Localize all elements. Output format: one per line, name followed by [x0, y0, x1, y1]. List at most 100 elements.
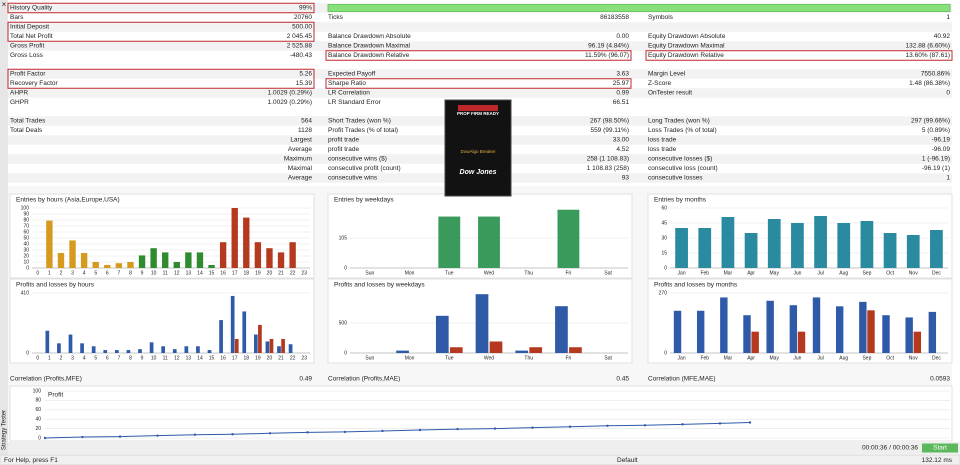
x-tick-label: 3 — [71, 355, 74, 361]
x-tick-label: 13 — [186, 270, 192, 276]
product-market: Dow Jones — [460, 169, 497, 176]
stat-value: 40.92 — [934, 33, 951, 40]
bar — [253, 334, 258, 353]
x-tick-label: 2 — [60, 355, 63, 361]
stat-label: LR Standard Error — [328, 99, 382, 106]
bar — [696, 310, 705, 353]
x-tick-label: Mon — [405, 270, 415, 276]
x-tick-label: Apr — [747, 355, 755, 361]
stat-label: consecutive wins — [328, 175, 378, 182]
profit-point — [748, 421, 752, 424]
stat-value: 93 — [622, 175, 630, 182]
x-tick-label: 9 — [141, 270, 144, 276]
x-tick-label: Sep — [862, 270, 871, 276]
bar — [489, 341, 503, 353]
row-bg — [8, 69, 952, 79]
x-tick-label: 23 — [301, 355, 307, 361]
x-tick-label: 15 — [209, 355, 215, 361]
bar — [289, 242, 296, 268]
profit-point — [381, 429, 384, 433]
stat-value: 2 045.45 — [287, 33, 313, 40]
bar — [930, 230, 943, 268]
bar — [288, 344, 293, 353]
x-tick-label: 15 — [209, 270, 215, 276]
bar — [557, 209, 580, 268]
bar — [281, 338, 285, 353]
profit-point — [156, 434, 159, 437]
x-tick-label: 9 — [141, 355, 144, 361]
x-tick-label: 2 — [60, 270, 63, 276]
bar — [675, 228, 688, 268]
profit-point — [418, 428, 422, 432]
y-tick-label: 30 — [661, 235, 667, 241]
stat-value: 1128 — [298, 127, 312, 134]
bar — [231, 208, 238, 268]
bar — [569, 347, 582, 353]
x-tick-label: 18 — [244, 355, 250, 361]
profit-point — [456, 427, 459, 431]
start-button[interactable] — [922, 443, 958, 453]
stat-value: 258 (1 108.83) — [587, 156, 629, 163]
bar — [867, 310, 875, 353]
stat-label: Equity Drawdown Maximal — [648, 43, 725, 50]
stat-label: LR Correlation — [328, 90, 370, 97]
x-tick-label: 18 — [244, 270, 250, 276]
x-tick-label: 20 — [267, 355, 273, 361]
bar — [812, 297, 821, 353]
bar — [184, 346, 189, 353]
stat-value: 20760 — [294, 14, 312, 21]
y-tick-label: 100 — [21, 205, 30, 211]
x-tick-label: 22 — [290, 270, 296, 276]
bar — [743, 315, 751, 353]
status-bar — [0, 454, 960, 465]
start-label[interactable]: Start — [933, 445, 947, 452]
stat-value: -480.43 — [290, 52, 312, 59]
x-tick-label: 21 — [278, 355, 284, 361]
status-ping: 132.12 ms — [922, 457, 953, 464]
product-badge-bg — [458, 105, 498, 111]
x-tick-label: 0 — [36, 270, 39, 276]
bar — [162, 252, 169, 268]
stat-label: Short Trades (won %) — [328, 118, 391, 125]
side-strip — [0, 0, 8, 465]
stat-label: Total Deals — [10, 127, 43, 134]
side-title: Strategy Tester — [2, 410, 8, 450]
bar — [555, 306, 568, 353]
stat-label: Equity Drawdown Absolute — [648, 33, 726, 40]
profit-point — [531, 426, 534, 429]
stat-value: 0.99 — [616, 90, 629, 97]
x-tick-label: Tue — [445, 270, 454, 276]
stat-label: Maximum — [284, 156, 312, 163]
y-tick-label: 80 — [23, 217, 29, 223]
chart-title: Profit — [48, 392, 63, 399]
close-button[interactable]: × — [2, 0, 7, 9]
stat-label: Correlation (Profits,MAE) — [328, 376, 400, 383]
x-tick-label: Oct — [886, 270, 894, 276]
stat-value: 1 — [946, 14, 950, 21]
x-tick-label: 20 — [267, 270, 273, 276]
stat-value: 5.26 — [299, 71, 312, 78]
x-tick-label: 11 — [163, 355, 168, 361]
bar — [127, 262, 134, 268]
y-tick-label: 0 — [664, 265, 667, 271]
bar — [269, 338, 274, 353]
stat-label: OnTester result — [648, 90, 692, 97]
profit-point — [268, 432, 272, 435]
stat-label: profit trade — [328, 137, 359, 144]
stat-value: 25.97 — [613, 80, 630, 87]
stat-label: Average — [288, 175, 312, 182]
x-tick-label: Sat — [604, 355, 612, 361]
bar — [57, 343, 61, 353]
chart-panel — [9, 385, 953, 442]
bar — [57, 253, 65, 268]
x-tick-label: Mar — [724, 355, 733, 361]
stat-value: 559 (99.11%) — [590, 127, 629, 134]
bar — [265, 341, 270, 353]
x-tick-label: Nov — [909, 270, 918, 276]
x-tick-label: 4 — [83, 270, 86, 276]
bar — [814, 216, 827, 268]
bar — [744, 233, 758, 268]
bar — [68, 334, 73, 353]
stat-value: -96.19 (1) — [922, 165, 950, 172]
profit-point — [343, 430, 347, 434]
